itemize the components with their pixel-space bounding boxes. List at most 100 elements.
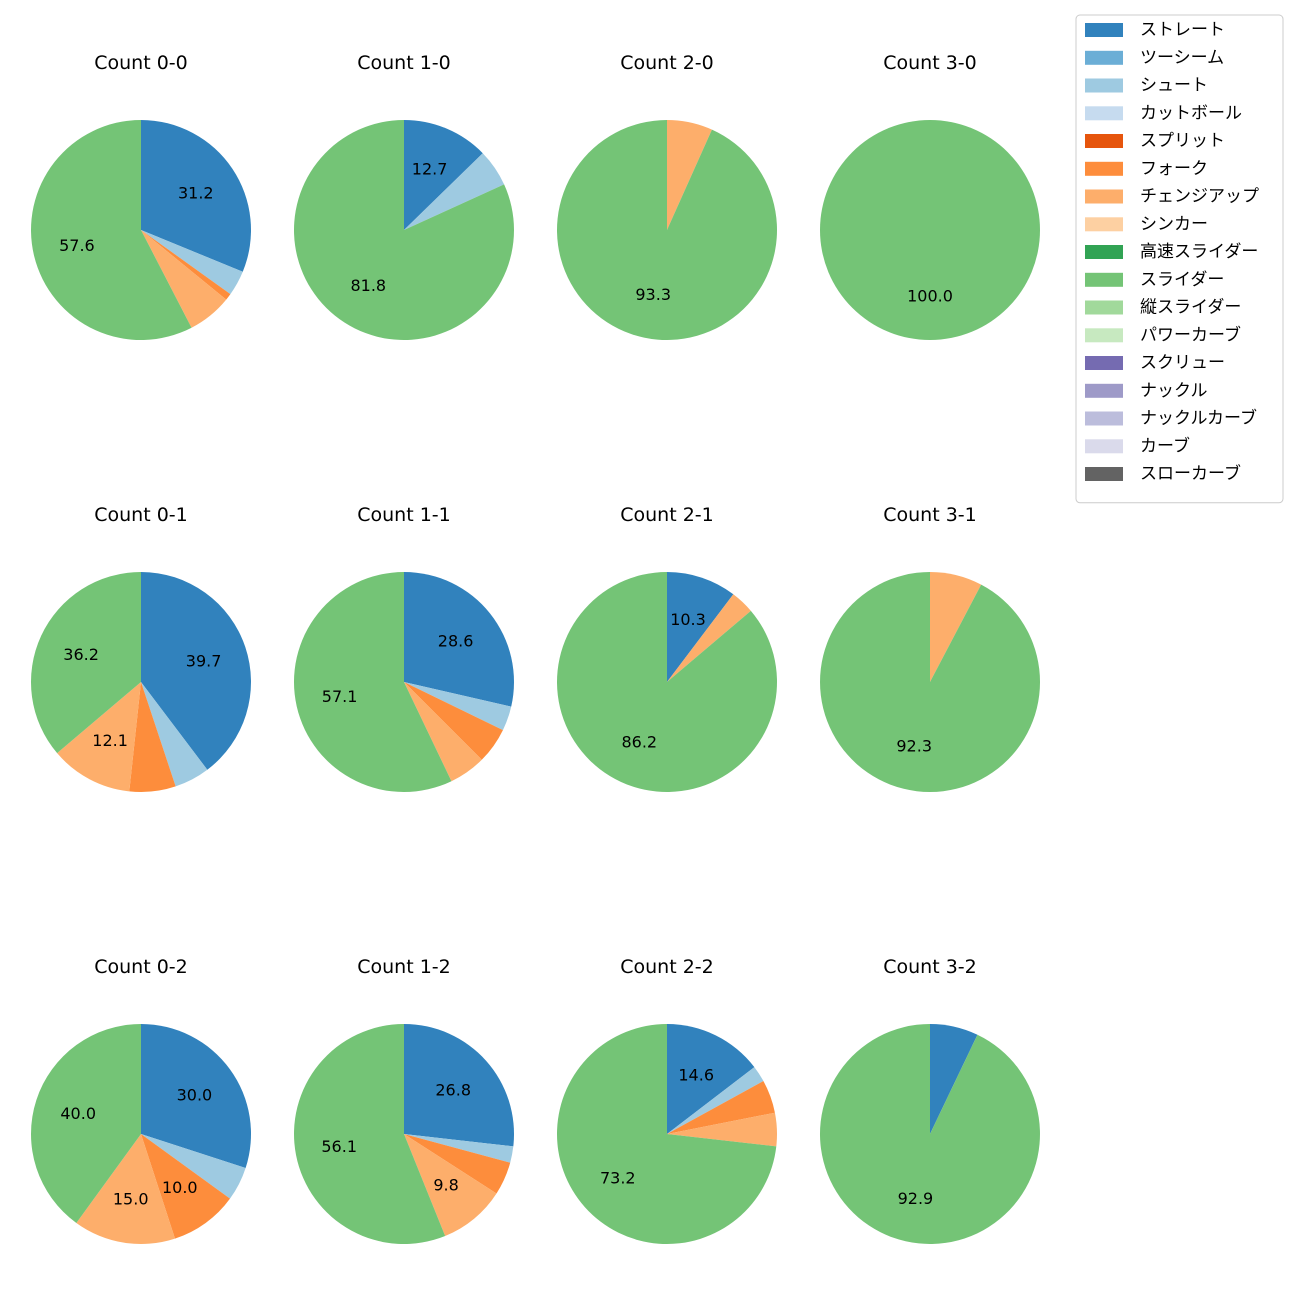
legend-swatch [1085,189,1123,204]
pie-slice [667,1081,775,1134]
legend-label: フォーク [1140,159,1208,179]
legend-swatch [1085,300,1123,315]
legend-swatch [1085,328,1123,343]
pie-slice [141,1134,246,1199]
pie-count-0-1: Count 0-1 39.7 12.1 36.2 [30,504,252,792]
pie-slice [293,120,514,340]
pie-slice [31,120,192,340]
legend-swatch [1085,217,1123,232]
slice-label: 40.0 [60,1104,96,1123]
slice-label: 26.8 [435,1081,471,1100]
legend: ストレートツーシームシュートカットボールスプリットフォークチェンジアップシンカー… [1075,14,1284,504]
legend-swatch [1085,411,1123,426]
pie-slice [294,1024,446,1244]
slice-label: 56.1 [321,1137,357,1156]
pie-slice [667,594,751,682]
slice-label: 93.3 [635,285,671,304]
legend-swatch [1085,439,1123,454]
pie-slice [930,572,982,682]
legend-label: シンカー [1140,214,1208,234]
legend-label: パワーカーブ [1140,324,1241,345]
pie-slice [404,572,515,707]
legend-label: スクリュー [1140,353,1225,373]
pie-slice [141,682,208,787]
legend-label: シュート [1140,76,1208,96]
pie-count-0-2: Count 0-2 30.0 10.0 15.0 40.0 [30,956,252,1245]
pie-title: Count 2-2 [620,956,714,978]
pie-count-1-0: Count 1-0 12.7 81.8 [293,52,514,340]
legend-label: ツーシーム [1140,48,1224,68]
pie-slice [76,1134,175,1245]
slice-label: 10.3 [670,610,706,629]
pie-slice [667,120,712,230]
legend-swatch [1085,23,1123,37]
pie-slice [667,1024,755,1134]
pie-slice [404,682,482,782]
pie-count-2-1: Count 2-1 10.3 86.2 [557,504,778,792]
pie-count-3-1: Count 3-1 92.3 [820,504,1041,792]
pie-count-3-2: Count 3-2 92.9 [819,956,1040,1244]
pie-slice [930,1024,978,1134]
pie-slice [141,230,243,295]
legend-label: スプリット [1140,131,1225,151]
legend-swatch [1085,78,1123,93]
pie-slice [404,682,512,731]
pie-slice [404,682,503,760]
legend-label: カットボール [1140,103,1242,123]
pie-slice [30,572,141,754]
pie-title: Count 1-2 [357,956,451,978]
slice-label: 73.2 [600,1169,636,1188]
pie-count-2-2: Count 2-2 14.6 73.2 [557,956,778,1244]
legend-box [1075,14,1284,504]
legend-swatch [1085,134,1123,148]
slice-label: 92.3 [896,737,932,756]
pie-slice [404,120,483,230]
pie-slice [57,682,141,792]
slice-label: 10.0 [162,1178,198,1197]
slice-label: 57.6 [59,236,95,255]
pie-title: Count 1-0 [357,52,451,74]
legend-swatch [1085,467,1123,481]
slice-label: 15.0 [113,1190,149,1209]
pie-title: Count 3-2 [883,956,977,978]
pie-count-1-1: Count 1-1 28.6 57.1 [293,504,515,792]
slice-label: 30.0 [177,1086,213,1105]
pie-slice [557,120,778,340]
pie-slice [820,572,1041,792]
legend-label: スローカーブ [1140,463,1241,484]
pie-slice [141,1024,252,1168]
slice-label: 86.2 [621,732,657,751]
pie-title: Count 0-1 [94,504,188,526]
pie-slice [667,1067,764,1134]
slice-label: 14.6 [678,1065,714,1084]
pie-slice [404,1024,515,1147]
pie-slice [820,120,1040,340]
slice-label: 9.8 [433,1175,458,1194]
legend-swatch [1085,50,1123,65]
pie-slice [404,1134,497,1237]
pie-slice [129,682,176,792]
legend-swatch [1085,272,1123,287]
pie-slice [141,230,227,328]
pie-slice [141,1134,230,1239]
pie-slice [819,1024,1040,1244]
slice-label: 28.6 [438,631,474,650]
legend-label: チェンジアップ [1140,187,1259,207]
legend-label: スライダー [1140,270,1224,290]
pie-title: Count 1-1 [357,504,451,526]
slice-label: 57.1 [322,687,358,706]
pie-title: Count 2-0 [620,52,714,74]
slice-label: 92.9 [898,1189,934,1208]
pie-title: Count 3-1 [883,504,977,526]
pie-title: Count 0-0 [94,52,188,74]
slice-label: 31.2 [178,184,214,203]
pie-count-3-0: Count 3-0 100.0 [820,52,1040,340]
pie-slice [30,1024,141,1223]
pie-slice [667,572,734,682]
legend-label: カーブ [1140,435,1190,456]
legend-label: ストレート [1140,20,1225,40]
legend-label: 縦スライダー [1140,298,1241,318]
pie-title: Count 2-1 [620,504,714,526]
pie-slice [141,120,252,272]
